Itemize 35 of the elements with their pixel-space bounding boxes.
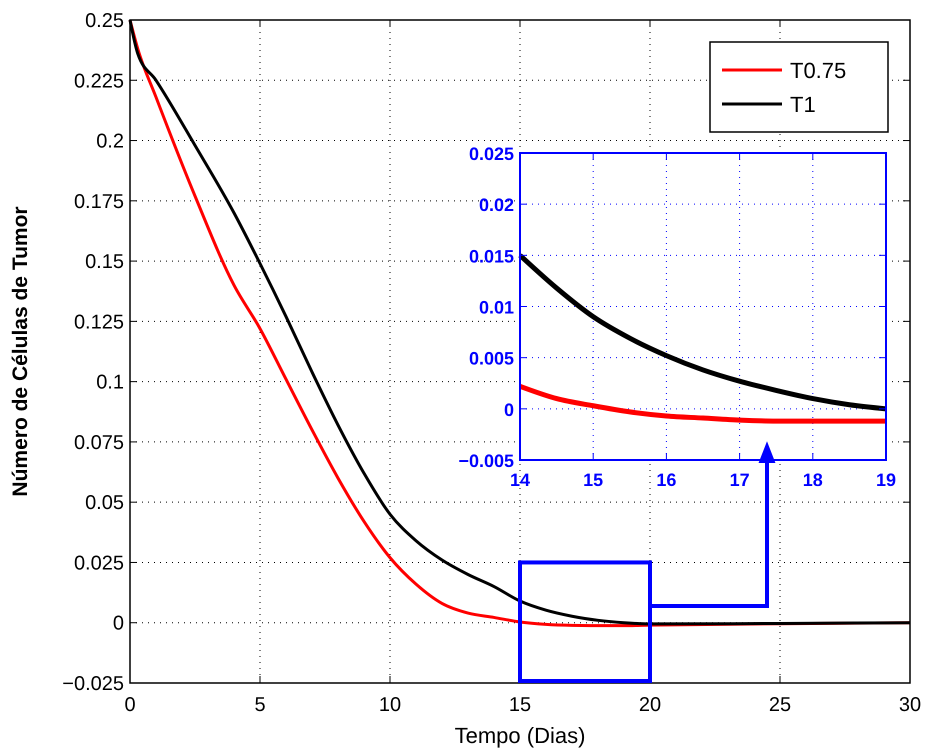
y-tick-label: 0.025: [74, 552, 124, 574]
x-tick-label: 17: [730, 470, 750, 490]
y-tick-label: 0.02: [478, 195, 514, 216]
y-tick-label: 0.2: [96, 130, 124, 153]
x-axis-title: Tempo (Dias): [454, 723, 586, 748]
y-tick-label: 0.075: [74, 432, 124, 454]
y-tick-label: 0.125: [74, 311, 124, 334]
y-tick-label: 0.05: [85, 492, 124, 514]
legend-label: T0.75: [790, 58, 846, 83]
legend-label: T1: [790, 92, 816, 117]
y-tick-label: 0.175: [74, 190, 124, 213]
x-tick-label: 15: [583, 470, 604, 490]
y-tick-label: 0.1: [96, 372, 124, 394]
x-tick-label: 16: [656, 470, 676, 490]
x-tick-label: 14: [510, 470, 530, 490]
y-tick-label: 0: [112, 612, 124, 635]
x-tick-label: 25: [768, 694, 792, 716]
y-tick-label: −0.025: [62, 673, 124, 695]
y-tick-label: 0.15: [85, 251, 124, 274]
x-tick-label: 18: [802, 470, 823, 490]
x-tick-label: 20: [638, 694, 662, 716]
x-tick-label: 19: [876, 470, 896, 490]
y-tick-label: 0.005: [468, 348, 514, 369]
y-tick-label: 0.01: [478, 298, 514, 318]
y-tick-label: 0.25: [85, 10, 124, 32]
x-tick-label: 15: [508, 694, 532, 716]
y-tick-label: 0.225: [74, 70, 124, 92]
y-tick-label: 0.025: [468, 144, 514, 164]
y-axis-title: Número de Células de Tumor: [9, 206, 32, 497]
x-tick-label: 5: [254, 694, 266, 716]
x-tick-label: 30: [898, 694, 922, 716]
y-tick-label: −0.005: [458, 451, 514, 471]
y-tick-label: 0.015: [468, 246, 514, 266]
y-tick-label: 0: [504, 400, 514, 420]
x-tick-label: 10: [378, 694, 402, 716]
